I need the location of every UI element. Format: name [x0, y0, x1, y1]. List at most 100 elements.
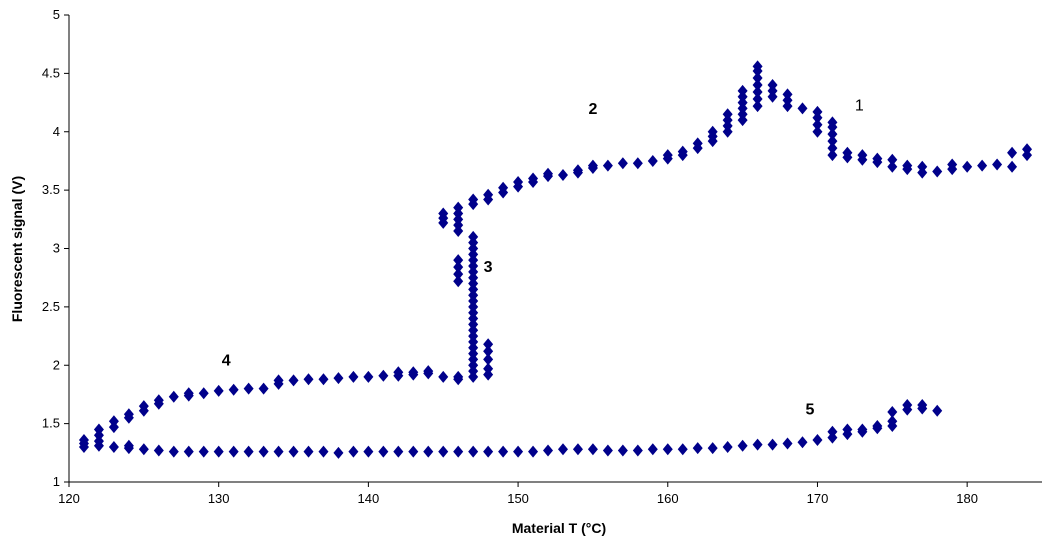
data-point	[902, 159, 913, 172]
data-point	[423, 365, 434, 378]
data-point	[887, 405, 898, 418]
data-point	[423, 445, 434, 458]
data-point	[468, 193, 479, 206]
data-point	[483, 445, 494, 458]
annotation-label: 5	[806, 401, 815, 418]
data-point	[198, 387, 209, 400]
data-point	[722, 440, 733, 453]
data-point	[722, 108, 733, 121]
data-point	[168, 445, 179, 458]
data-point	[812, 433, 823, 446]
data-point	[992, 158, 1003, 171]
data-point	[348, 370, 359, 383]
data-point	[782, 437, 793, 450]
data-point	[483, 362, 494, 375]
data-point	[468, 230, 479, 243]
data-point	[977, 159, 988, 172]
data-point	[872, 152, 883, 165]
data-point	[572, 443, 583, 456]
data-point	[438, 207, 449, 220]
x-tick-label: 140	[358, 491, 380, 506]
annotation-label: 3	[484, 259, 493, 276]
data-point	[213, 445, 224, 458]
data-point	[318, 373, 329, 386]
data-point	[557, 168, 568, 181]
data-point	[752, 60, 763, 73]
data-point	[333, 372, 344, 385]
y-tick-label: 5	[53, 7, 60, 22]
data-point	[303, 445, 314, 458]
data-point	[318, 445, 329, 458]
data-point	[827, 116, 838, 129]
data-point	[453, 275, 464, 288]
data-point	[333, 446, 344, 459]
data-point	[812, 118, 823, 131]
data-point	[198, 445, 209, 458]
annotations: 1 2 3 4 5	[222, 98, 864, 419]
data-point	[797, 436, 808, 449]
y-tick-label: 2	[53, 357, 60, 372]
data-point	[917, 160, 928, 173]
data-point	[677, 443, 688, 456]
data-point	[288, 445, 299, 458]
x-tick-label: 160	[657, 491, 679, 506]
data-point	[752, 79, 763, 92]
data-point	[108, 421, 119, 434]
data-point	[273, 374, 284, 387]
data-point	[438, 445, 449, 458]
data-point	[1022, 143, 1033, 156]
annotation-label: 4	[222, 352, 231, 369]
axes	[64, 14, 1042, 487]
data-point	[737, 84, 748, 97]
data-point	[438, 370, 449, 383]
data-point	[183, 445, 194, 458]
data-point	[123, 411, 134, 424]
data-point	[528, 445, 539, 458]
data-point	[692, 442, 703, 455]
data-point	[168, 390, 179, 403]
data-point	[153, 397, 164, 410]
data-point	[827, 149, 838, 162]
data-point	[363, 370, 374, 383]
data-point	[483, 188, 494, 201]
data-point	[1007, 160, 1018, 173]
annotation-label: 1	[855, 98, 864, 115]
data-point	[303, 373, 314, 386]
data-point	[243, 445, 254, 458]
data-point	[543, 444, 554, 457]
y-axis-title: Fluorescent signal (V)	[9, 176, 25, 322]
data-point	[363, 445, 374, 458]
data-point	[93, 439, 104, 452]
data-point	[827, 142, 838, 155]
annotation-label: 2	[588, 101, 597, 118]
data-point	[767, 79, 778, 92]
data-point	[602, 444, 613, 457]
data-point	[393, 445, 404, 458]
data-point	[617, 444, 628, 457]
data-point	[797, 102, 808, 115]
data-point	[153, 444, 164, 457]
data-point	[932, 165, 943, 178]
data-point	[752, 100, 763, 113]
data-point	[857, 149, 868, 162]
data-point	[662, 149, 673, 162]
y-tick-label: 4	[53, 124, 60, 139]
data-point	[213, 384, 224, 397]
data-point	[228, 445, 239, 458]
data-point	[572, 164, 583, 177]
data-point	[812, 125, 823, 138]
data-point	[528, 172, 539, 185]
data-point	[827, 135, 838, 148]
data-point	[767, 438, 778, 451]
data-points	[78, 60, 1033, 459]
data-point	[782, 88, 793, 101]
data-point	[453, 254, 464, 267]
data-point	[378, 369, 389, 382]
data-point	[812, 105, 823, 118]
data-point	[513, 445, 524, 458]
data-point	[587, 443, 598, 456]
data-point	[378, 445, 389, 458]
data-point	[707, 125, 718, 138]
data-point	[887, 415, 898, 428]
tick-labels: 1 1.5 2 2.5 3 3.5 4 4.5 5 120 130 140 150 160 170 180	[42, 7, 978, 506]
